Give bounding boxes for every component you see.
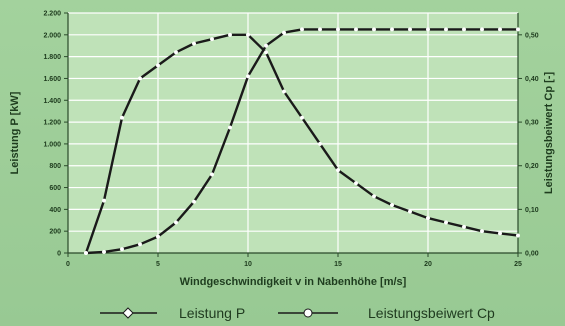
data-point-leistung	[497, 27, 503, 32]
data-point-cp	[227, 32, 233, 37]
data-point-leistung	[155, 234, 161, 239]
data-point-cp	[497, 231, 503, 236]
legend-marker-circle	[303, 308, 313, 318]
data-point-leistung	[281, 30, 287, 35]
data-point-leistung	[479, 27, 485, 32]
data-point-cp	[443, 220, 449, 225]
data-point-cp	[515, 233, 521, 238]
legend: Leistung P Leistungsbeiwert Cp	[100, 305, 495, 321]
y-left-tick-label: 800	[49, 163, 61, 170]
data-point-cp	[317, 141, 323, 146]
data-point-leistung	[443, 27, 449, 32]
y-right-tick-label: 0,40	[525, 76, 539, 83]
legend-label-leistung: Leistung P	[179, 305, 245, 321]
data-point-cp	[245, 32, 251, 37]
data-point-leistung	[209, 172, 215, 177]
y-left-tick-label: 400	[49, 207, 61, 214]
legend-label-cp: Leistungsbeiwert Cp	[368, 305, 495, 321]
y-left-tick-label: 1.800	[43, 54, 61, 61]
data-point-cp	[137, 76, 143, 81]
data-point-cp	[299, 115, 305, 120]
y-axis-left-title: Leistung P [kW]	[9, 91, 21, 174]
y-right-tick-label: 0,20	[525, 163, 539, 170]
data-point-cp	[209, 37, 215, 42]
data-point-cp	[281, 89, 287, 94]
x-tick-label: 5	[156, 261, 160, 268]
data-point-cp	[479, 229, 485, 234]
y-left-tick-label: 1.200	[43, 120, 61, 127]
legend-marker-diamond	[122, 307, 134, 319]
y-right-tick-label: 0,10	[525, 207, 539, 214]
data-point-cp	[83, 250, 89, 256]
data-point-leistung	[425, 27, 431, 32]
data-point-leistung	[227, 125, 233, 130]
data-point-leistung	[299, 27, 305, 32]
data-point-leistung	[245, 74, 251, 79]
y-right-tick-label: 0,00	[525, 251, 539, 258]
y-left-tick-label: 600	[49, 185, 61, 192]
data-point-cp	[155, 63, 161, 68]
x-tick-label: 15	[334, 261, 342, 268]
y-right-tick-label: 0,50	[525, 32, 539, 39]
x-tick-label: 10	[244, 261, 252, 268]
data-point-cp	[461, 224, 467, 229]
y-left-tick-label: 1.600	[43, 76, 61, 83]
y-right-tick-label: 0,30	[525, 120, 539, 127]
x-tick-label: 25	[514, 261, 522, 268]
series-layer	[83, 27, 521, 256]
data-point-cp	[191, 41, 197, 46]
data-point-cp	[119, 115, 125, 120]
data-point-cp	[335, 168, 341, 173]
data-point-leistung	[263, 43, 269, 48]
data-point-leistung	[173, 220, 179, 225]
data-point-leistung	[461, 27, 467, 32]
data-point-leistung	[407, 27, 413, 32]
y-left-tick-label: 2.000	[43, 32, 61, 39]
data-point-leistung	[191, 199, 197, 204]
grid-lines	[68, 12, 518, 253]
data-point-leistung	[515, 27, 521, 32]
x-tick-label: 0	[66, 261, 70, 268]
y-left-tick-label: 0	[57, 251, 61, 258]
data-point-leistung	[119, 247, 125, 252]
y-left-tick-label: 1.400	[43, 98, 61, 105]
data-point-cp	[407, 209, 413, 214]
data-point-leistung	[137, 242, 143, 247]
y-left-tick-label: 200	[49, 229, 61, 236]
data-point-leistung	[371, 27, 377, 32]
data-point-cp	[101, 198, 107, 203]
data-point-cp	[389, 202, 395, 208]
y-left-tick-label: 1.000	[43, 141, 61, 148]
data-point-cp	[353, 181, 359, 186]
plot-area	[68, 13, 518, 253]
y-axis-right-title: Leistungsbeiwert Cp [-]	[543, 72, 555, 195]
data-point-cp	[173, 50, 179, 55]
data-point-leistung	[101, 249, 107, 254]
data-point-leistung	[335, 27, 341, 32]
data-point-leistung	[353, 27, 359, 32]
x-tick-label: 20	[424, 261, 432, 268]
tick-labels: 02004006008001.0001.2001.4001.6001.8002.…	[43, 11, 538, 269]
axes	[64, 12, 522, 257]
data-point-leistung	[317, 27, 323, 32]
data-point-leistung	[389, 27, 395, 32]
data-point-cp	[371, 194, 377, 199]
x-axis-title: Windgeschwindigkeit v in Nabenhöhe [m/s]	[180, 276, 407, 288]
y-left-tick-label: 2.200	[43, 11, 61, 18]
data-point-cp	[425, 216, 431, 221]
data-point-cp	[263, 50, 269, 55]
